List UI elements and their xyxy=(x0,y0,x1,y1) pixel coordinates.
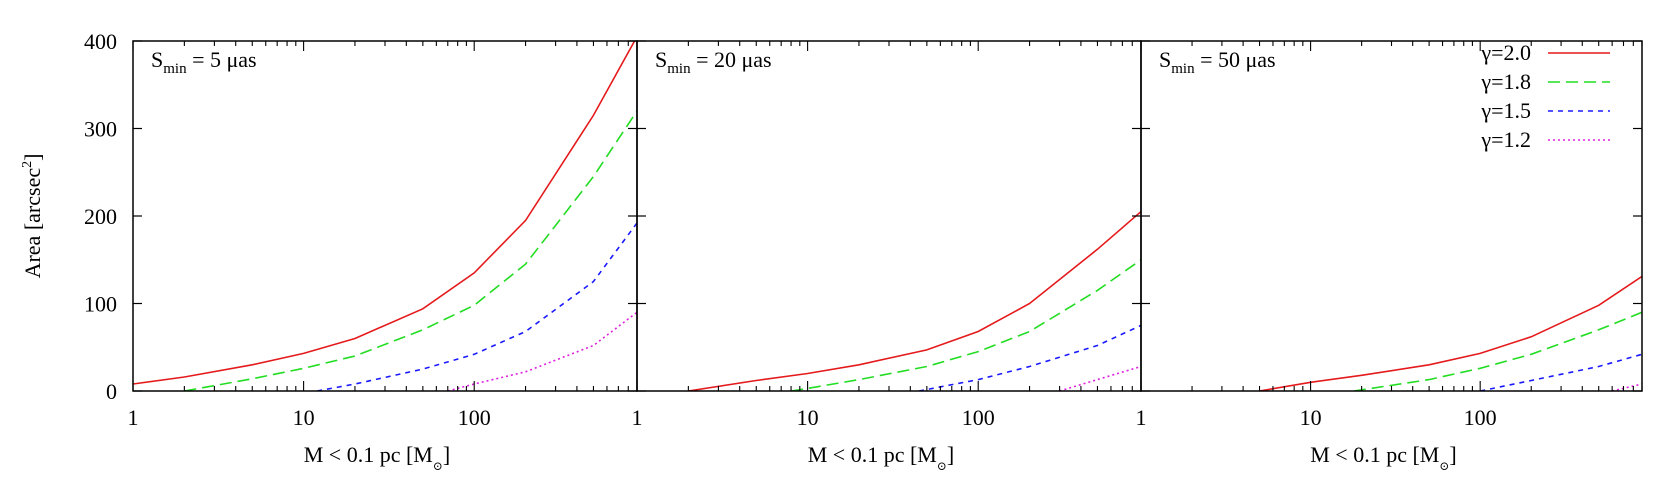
y-tick-label: 200 xyxy=(84,204,117,229)
series-line-gamma-1.5 xyxy=(1480,353,1642,391)
y-axis: 0 100 200 300 400 Area [arcsec2] xyxy=(20,29,117,404)
panel-frame xyxy=(1140,40,1643,392)
panel-label: Smin = 50 μas xyxy=(1159,47,1276,77)
x-tick-label: 1 xyxy=(128,405,139,430)
legend: γ=2.0 γ=1.8 γ=1.5 γ=1.2 xyxy=(1480,40,1610,152)
series-line-gamma-1.5 xyxy=(918,324,1141,391)
series-line-gamma-1.8 xyxy=(1353,311,1642,391)
legend-label: γ=1.2 xyxy=(1480,127,1531,152)
series-line-gamma-2.0 xyxy=(133,41,636,385)
panel-label: Smin = 20 μas xyxy=(655,47,772,77)
series-line-gamma-1.5 xyxy=(316,222,637,391)
x-axis-title-tail: ] xyxy=(947,442,954,467)
x-axis-title-tail: ] xyxy=(443,442,450,467)
legend-label: γ=2.0 xyxy=(1480,40,1531,65)
series-line-gamma-2.0 xyxy=(1259,275,1642,391)
panel-frame xyxy=(132,40,638,392)
series-line-gamma-1.2 xyxy=(1611,383,1642,391)
x-tick-label: 10 xyxy=(1300,405,1322,430)
x-axis-title-sub: ⊙ xyxy=(1439,459,1449,473)
x-tick-label: 1 xyxy=(1136,405,1147,430)
legend-label: γ=1.5 xyxy=(1480,98,1531,123)
panel-label-tail: = 5 μas xyxy=(187,47,257,72)
y-axis-title-sup: 2 xyxy=(20,161,35,168)
x-axis-title-tail: ] xyxy=(1449,442,1456,467)
panel-label-sub: min xyxy=(667,61,691,77)
x-tick-label: 1 xyxy=(632,405,643,430)
y-tick-label: 100 xyxy=(84,292,117,317)
y-axis-title-tail: ] xyxy=(20,154,45,161)
panel-1: 1 10 100 M < 0.1 pc [M⊙] Smin = 5 μas xyxy=(128,40,638,473)
panel-3: 1 10 100 M < 0.1 pc [M⊙] Smin = 50 μas xyxy=(1136,40,1643,473)
series-line-gamma-1.8 xyxy=(184,110,637,391)
series-line-gamma-1.8 xyxy=(790,259,1141,391)
x-axis-title-sub: ⊙ xyxy=(433,459,443,473)
x-tick-label: 10 xyxy=(797,405,819,430)
y-tick-label: 400 xyxy=(84,29,117,54)
panels-layer: 1 10 100 M < 0.1 pc [M⊙] Smin = 5 μas 1 10 100 M… xyxy=(128,40,1643,473)
series-line-gamma-1.2 xyxy=(447,311,637,391)
panel-frame xyxy=(636,40,1142,392)
panel-label-sub: min xyxy=(1171,61,1195,77)
y-tick-label: 0 xyxy=(106,379,117,404)
legend-label: γ=1.8 xyxy=(1480,69,1531,94)
panel-label: Smin = 5 μas xyxy=(151,47,257,77)
x-axis-title: M < 0.1 pc [M⊙] xyxy=(808,442,955,473)
x-tick-label: 100 xyxy=(962,405,995,430)
x-tick-label: 100 xyxy=(458,405,491,430)
panel-2: 1 10 100 M < 0.1 pc [M⊙] Smin = 20 μas xyxy=(632,40,1142,473)
x-axis-title-sub: ⊙ xyxy=(937,459,947,473)
y-tick-label: 300 xyxy=(84,117,117,142)
panel-label-sub: min xyxy=(163,61,187,77)
x-axis-title: M < 0.1 pc [M⊙] xyxy=(304,442,451,473)
panel-label-tail: = 50 μas xyxy=(1195,47,1276,72)
series-line-gamma-1.2 xyxy=(1059,365,1141,391)
x-tick-label: 10 xyxy=(293,405,315,430)
x-axis-title: M < 0.1 pc [M⊙] xyxy=(1310,442,1457,473)
panel-label-tail: = 20 μas xyxy=(691,47,772,72)
y-axis-title: Area [arcsec2] xyxy=(20,154,45,279)
series-line-gamma-2.0 xyxy=(688,210,1141,391)
x-tick-label: 100 xyxy=(1464,405,1497,430)
